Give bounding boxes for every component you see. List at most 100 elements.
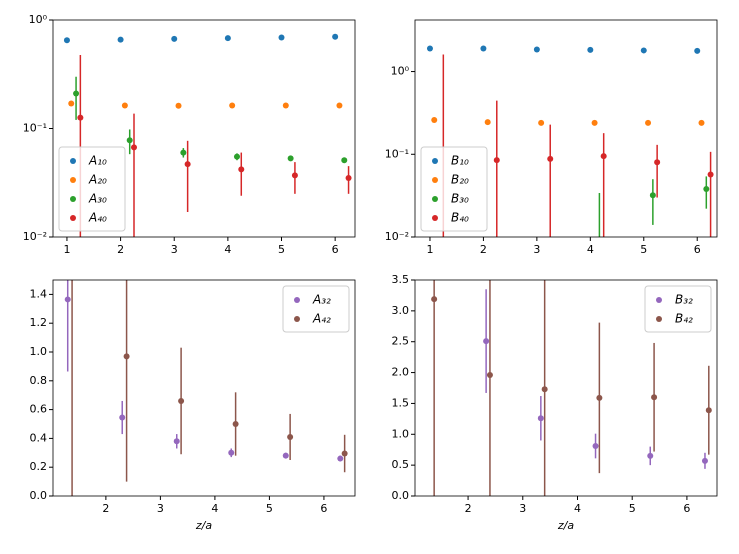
x-tick-label: 6 [683,502,690,515]
legend-label: A₂₀ [88,173,107,187]
data-point [651,394,658,401]
y-tick-label: 0.2 [30,460,48,473]
y-tick-label: 3.0 [392,304,410,317]
legend-label: B₃₀ [451,192,469,206]
data-point [180,149,187,156]
legend-label: A₄₂ [312,312,331,326]
data-point [282,452,289,459]
data-point [178,397,185,404]
legend-marker [432,215,438,221]
x-tick-label: 3 [533,243,540,256]
data-point [596,267,602,273]
legend-box [58,146,126,232]
x-tick-label: 4 [574,502,581,515]
panel: 1 2 3 4 5 6 10⁻² 10⁻¹ 10⁰ A₁₀ A₂₀ A₃₀ A₄₀ [23,13,356,256]
legend-marker [70,196,76,202]
legend: B₃₂ B₄₂ [644,285,712,333]
data-point [703,186,710,193]
data-point [600,153,607,160]
legend-marker [70,215,76,221]
data-point [596,394,603,401]
data-point [126,137,133,144]
y-tick-label: 1.5 [392,396,410,409]
x-tick-label: 2 [465,502,472,515]
legend: B₁₀ B₂₀ B₃₀ B₄₀ [420,146,488,232]
y-tick-label: 1.4 [30,287,48,300]
data-point [64,296,71,303]
data-point [698,119,705,126]
legend-label: A₄₀ [88,211,107,225]
y-tick-label: 3.5 [392,273,410,286]
y-tick-label: 2.0 [392,366,410,379]
panel: 2 3 4 5 6 0.0 0.2 0.4 0.6 0.8 1.0 1.2 1.4 z/a A₃₂ A₄₂ [30,279,356,532]
x-tick-label: 2 [480,243,487,256]
data-point [649,192,656,199]
legend-label: B₂₀ [451,173,469,187]
data-point [341,157,348,164]
data-point [121,102,128,109]
y-tick-label: 0.4 [30,431,48,444]
data-point [337,455,344,462]
panel: 1 2 3 4 5 6 10⁻² 10⁻¹ 10⁰ B₁₀ B₂₀ B₃₀ B₄₀ [385,19,718,273]
legend-marker [294,316,300,322]
data-point [282,102,289,109]
legend: A₁₀ A₂₀ A₃₀ A₄₀ [58,146,126,232]
x-tick-label: 6 [332,243,339,256]
data-point [278,34,285,41]
x-tick-label: 4 [587,243,594,256]
legend-label: A₃₂ [312,293,331,307]
data-point [431,296,438,303]
data-point [645,119,652,126]
data-point [345,174,352,181]
data-point [654,159,661,166]
data-point [232,421,239,427]
y-tick-label: 10⁻¹ [23,122,47,135]
data-point [640,47,647,54]
data-point [173,438,180,445]
data-point [73,90,80,97]
y-tick-label: 1.2 [30,316,48,329]
plot-area [431,280,712,496]
data-point [537,415,544,422]
data-point [184,161,191,168]
legend-marker [656,297,662,303]
data-point [431,116,438,123]
legend-label: B₁₀ [451,154,469,168]
legend-label: A₃₀ [88,192,107,206]
legend-marker [294,297,300,303]
x-axis-label: z/a [195,519,212,532]
x-tick-label: 4 [211,502,218,515]
y-tick-label: 0.0 [392,489,410,502]
x-tick-label: 3 [157,502,164,515]
legend-marker [70,177,76,183]
x-tick-label: 3 [519,502,526,515]
data-point [533,46,540,53]
data-point [332,33,339,40]
y-tick-label: 0.5 [392,458,410,471]
axes-frame [414,279,718,497]
plot-area [64,280,348,496]
legend-marker [70,158,76,164]
data-point [119,414,126,421]
x-tick-label: 4 [224,243,231,256]
legend-marker [656,316,662,322]
data-point [547,155,554,162]
y-tick-label: 10⁻² [385,230,409,243]
data-point [175,102,182,109]
data-point [426,45,433,52]
legend-label: B₄₂ [675,312,693,326]
data-point [483,338,490,345]
y-tick-label: 10⁻¹ [385,147,409,160]
data-point [647,452,654,459]
legend-label: B₃₂ [675,293,693,307]
y-tick-label: 10⁰ [391,65,410,78]
y-tick-label: 0.6 [30,403,48,416]
data-point [63,37,70,44]
data-point [694,47,701,54]
data-point [228,449,235,456]
x-tick-label: 5 [640,243,647,256]
plot-area [426,45,714,273]
legend-label: B₄₀ [451,211,469,225]
data-point [486,372,493,379]
y-tick-label: 10⁰ [29,13,48,26]
